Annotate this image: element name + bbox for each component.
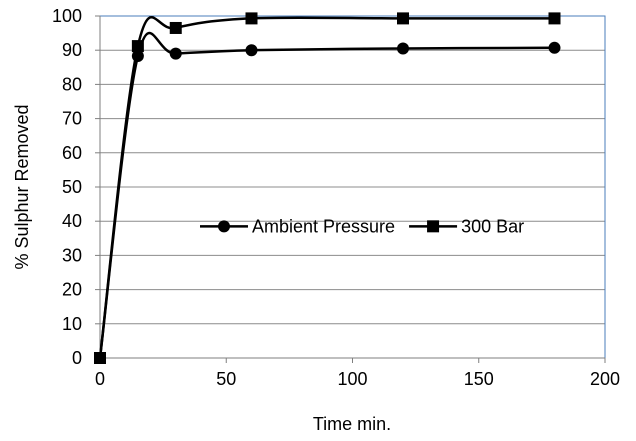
x-tick-label: 50 (216, 369, 236, 389)
data-point (397, 42, 409, 55)
x-tick-label: 200 (590, 369, 620, 389)
y-tick-label: 0 (72, 348, 82, 368)
data-point (169, 21, 182, 34)
legend-label: Ambient Pressure (252, 216, 395, 236)
grid-lines (100, 49, 605, 325)
x-tick-label: 150 (464, 369, 494, 389)
y-tick-label: 100 (52, 6, 82, 26)
data-point (131, 40, 144, 53)
series-line (98, 16, 555, 359)
y-axis-title: % Sulphur Removed (12, 104, 32, 269)
data-point (169, 47, 182, 60)
data-point (548, 41, 561, 54)
y-tick-label: 90 (62, 40, 82, 60)
legend: Ambient Pressure 300 Bar (200, 216, 524, 236)
x-tick-label: 100 (337, 369, 367, 389)
data-point (94, 352, 106, 364)
series-300-bar (94, 12, 561, 364)
x-axis-title: Time min. (313, 414, 391, 434)
legend-marker (427, 220, 440, 233)
legend-item: 300 Bar (409, 216, 524, 236)
series-line (98, 31, 555, 359)
axes: 0 10 20 30 40 50 60 70 80 90 100 0 50 100 150 200 (52, 6, 620, 389)
x-tick-label: 0 (95, 369, 105, 389)
data-point (397, 12, 409, 25)
y-tick-label: 20 (62, 280, 82, 300)
y-tick-label: 80 (62, 74, 82, 94)
data-point (245, 12, 258, 25)
data-point (548, 12, 561, 25)
y-tick-label: 40 (62, 211, 82, 231)
series-ambient-pressure (94, 31, 561, 364)
legend-label: 300 Bar (461, 216, 524, 236)
y-tick-label: 10 (62, 314, 82, 334)
legend-marker (218, 220, 230, 233)
series-lines (94, 12, 561, 364)
data-point (245, 44, 258, 57)
y-tick-label: 60 (62, 143, 82, 163)
y-tick-label: 70 (62, 109, 82, 129)
legend-item: Ambient Pressure (200, 216, 395, 236)
y-tick-label: 50 (62, 177, 82, 197)
y-tick-label: 30 (62, 245, 82, 265)
